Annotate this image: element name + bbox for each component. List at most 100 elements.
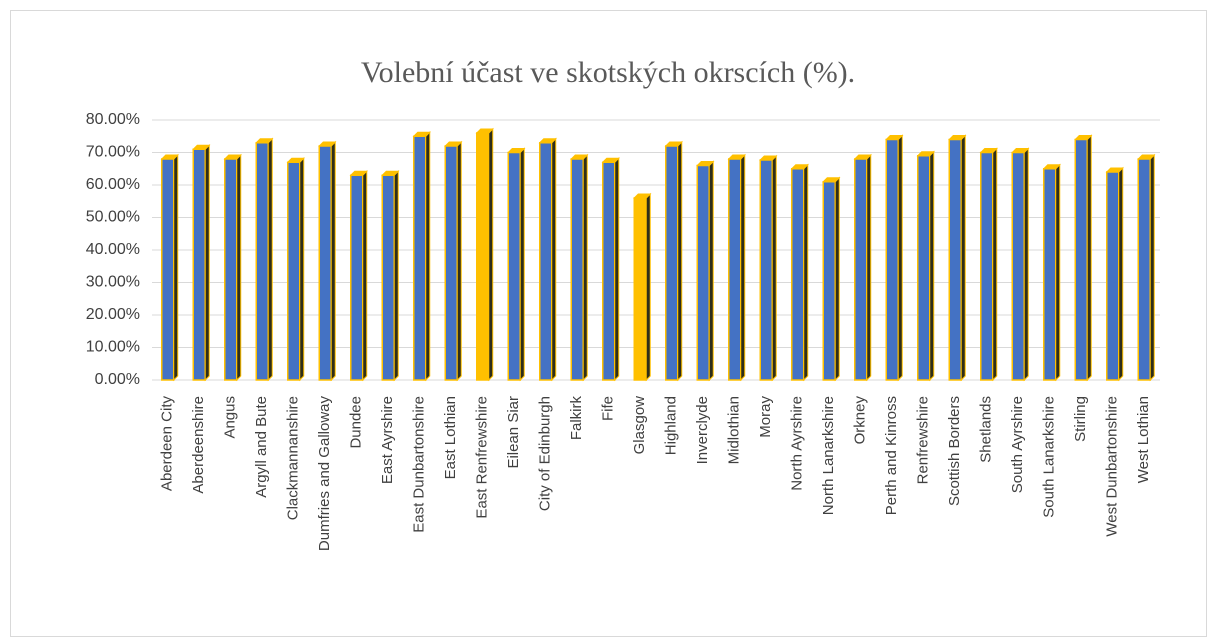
bar-side bbox=[1055, 163, 1061, 382]
bar-top bbox=[727, 154, 746, 160]
bar-top bbox=[1105, 167, 1124, 173]
y-tick-label: 40.00% bbox=[86, 241, 140, 258]
bar-side bbox=[960, 134, 966, 382]
bar-top bbox=[853, 154, 872, 160]
x-tick-label: Stirling bbox=[1072, 396, 1089, 442]
bar-side bbox=[866, 153, 872, 382]
x-tick-label: East Dunbartonshire bbox=[411, 396, 428, 533]
x-tick-label: Dumfries and Galloway bbox=[316, 396, 333, 552]
bar-side bbox=[362, 170, 368, 382]
x-tick-label: Glasgow bbox=[631, 396, 648, 455]
bar bbox=[665, 145, 679, 381]
bar bbox=[980, 151, 994, 381]
bar bbox=[917, 155, 931, 381]
bar bbox=[161, 158, 175, 381]
x-tick-label: Shetlands bbox=[978, 396, 995, 463]
bar bbox=[444, 145, 458, 381]
y-tick-label: 80.00% bbox=[86, 111, 140, 128]
x-tick-label: Orkney bbox=[852, 396, 869, 445]
bar-side bbox=[519, 147, 525, 382]
bar bbox=[759, 159, 773, 381]
x-tick-label: City of Edinburgh bbox=[537, 396, 554, 511]
bar-side bbox=[897, 134, 903, 382]
bar-top bbox=[1011, 148, 1030, 153]
x-tick-label: Inverclyde bbox=[694, 396, 711, 464]
bar-top bbox=[318, 141, 337, 147]
bar bbox=[633, 197, 647, 381]
bar bbox=[287, 161, 301, 381]
bar bbox=[476, 132, 490, 381]
bar-side bbox=[1023, 147, 1029, 382]
bar bbox=[1137, 158, 1151, 381]
x-tick-label: East Ayrshire bbox=[379, 396, 396, 484]
x-tick-label: Argyll and Bute bbox=[253, 396, 270, 498]
bar-top bbox=[664, 141, 683, 147]
x-tick-label: Perth and Kinross bbox=[883, 396, 900, 515]
x-tick-label: Eilean Siar bbox=[505, 396, 522, 469]
y-tick-label: 50.00% bbox=[86, 209, 140, 226]
x-tick-label: Fife bbox=[600, 396, 617, 421]
bar bbox=[192, 148, 206, 381]
bar bbox=[224, 158, 238, 381]
bar-top bbox=[286, 157, 305, 163]
chart-title: Volební účast ve skotských okrscích (%). bbox=[361, 56, 855, 89]
x-tick-label: South Ayrshire bbox=[1009, 396, 1026, 493]
x-tick-label: Moray bbox=[757, 396, 774, 438]
bar bbox=[1074, 138, 1088, 381]
bar-side bbox=[803, 163, 809, 382]
bar-top bbox=[1042, 164, 1061, 170]
bar-top bbox=[192, 144, 211, 150]
bar-top bbox=[412, 131, 431, 137]
bar bbox=[696, 164, 710, 381]
bar bbox=[602, 161, 616, 381]
bar bbox=[948, 138, 962, 381]
y-tick-label: 60.00% bbox=[86, 176, 140, 193]
x-tick-label: East Lothian bbox=[442, 396, 459, 479]
bar-side bbox=[677, 140, 683, 382]
bar bbox=[885, 138, 899, 381]
bar-top bbox=[223, 154, 242, 160]
bar-top bbox=[822, 177, 841, 183]
x-tick-label: Highland bbox=[663, 396, 680, 455]
bar bbox=[854, 158, 868, 381]
bar bbox=[1043, 168, 1057, 381]
bar-side bbox=[740, 153, 746, 382]
x-tick-label: North Ayrshire bbox=[789, 396, 806, 491]
bar-side bbox=[1086, 134, 1092, 382]
bar-top bbox=[601, 157, 620, 163]
y-tick-label: 30.00% bbox=[86, 274, 140, 291]
bar bbox=[1011, 151, 1025, 381]
bar bbox=[507, 151, 521, 381]
bar-top bbox=[696, 161, 715, 166]
bar-side bbox=[204, 144, 210, 382]
x-tick-label: Angus bbox=[222, 396, 239, 439]
bar bbox=[728, 158, 742, 381]
bar-side bbox=[645, 192, 651, 382]
x-tick-label: West Lothian bbox=[1135, 396, 1152, 483]
bar-side bbox=[236, 153, 242, 382]
bar-top bbox=[759, 155, 778, 161]
bar-side bbox=[614, 157, 620, 382]
bar bbox=[413, 135, 427, 381]
x-tick-label: Falkirk bbox=[568, 396, 585, 441]
bar-top bbox=[885, 135, 904, 140]
bar bbox=[822, 181, 836, 381]
bar-top bbox=[507, 148, 526, 153]
bar bbox=[791, 168, 805, 381]
bar-side bbox=[551, 137, 557, 382]
bar-side bbox=[582, 153, 588, 382]
y-tick-label: 70.00% bbox=[86, 144, 140, 161]
bar bbox=[318, 145, 332, 381]
bar-side bbox=[173, 153, 179, 382]
bar-top bbox=[1074, 135, 1093, 140]
bar-side bbox=[488, 127, 494, 382]
x-tick-label: East Renfrewshire bbox=[474, 396, 491, 519]
bar-top bbox=[444, 141, 463, 147]
x-tick-label: West Dunbartonshire bbox=[1104, 396, 1121, 537]
x-tick-label: Aberdeen City bbox=[159, 396, 176, 492]
bar bbox=[350, 174, 364, 381]
bar bbox=[570, 158, 584, 381]
bar-top bbox=[538, 138, 557, 144]
